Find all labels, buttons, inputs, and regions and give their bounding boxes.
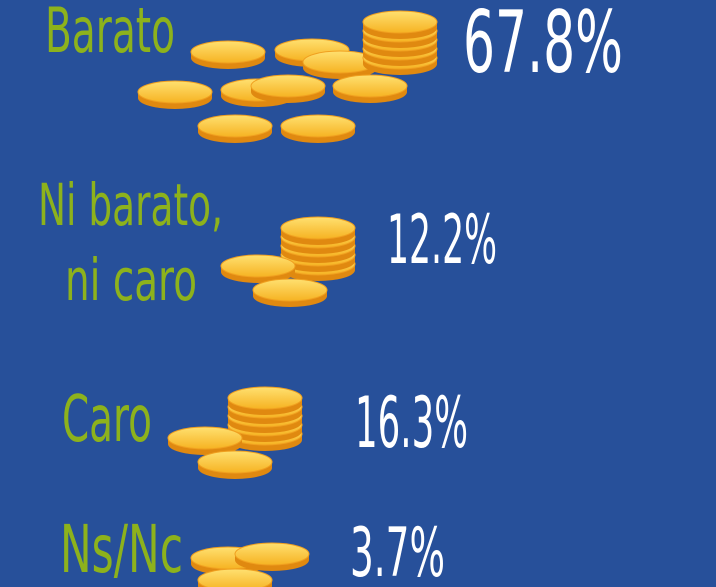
item-value: 12.2% bbox=[387, 201, 497, 280]
coin bbox=[235, 543, 309, 565]
coin bbox=[253, 279, 327, 301]
item-value: 16.3% bbox=[355, 382, 468, 464]
item-value: 3.7% bbox=[350, 514, 445, 587]
item-label: Ns/Nc bbox=[60, 511, 183, 587]
coin bbox=[221, 255, 295, 277]
coin bbox=[138, 81, 212, 103]
item-label: ni caro bbox=[65, 246, 197, 314]
item-label: Caro bbox=[62, 383, 152, 457]
item-label: Barato bbox=[45, 0, 175, 67]
item-value: 67.8% bbox=[463, 0, 623, 93]
infographic: Barato 67.8% Ni barato, ni caro 12.2% Ca… bbox=[0, 0, 716, 587]
item-label: Ni barato, bbox=[38, 171, 223, 239]
coin bbox=[228, 387, 302, 409]
coin bbox=[168, 427, 242, 449]
coin bbox=[198, 569, 272, 587]
coin bbox=[191, 41, 265, 63]
coin bbox=[198, 451, 272, 473]
page: Barato 67.8% Ni barato, ni caro 12.2% Ca… bbox=[0, 0, 716, 587]
coin bbox=[251, 75, 325, 97]
coin bbox=[363, 11, 437, 33]
coin bbox=[281, 217, 355, 239]
coin bbox=[333, 75, 407, 97]
coin bbox=[281, 115, 355, 137]
coin bbox=[198, 115, 272, 137]
